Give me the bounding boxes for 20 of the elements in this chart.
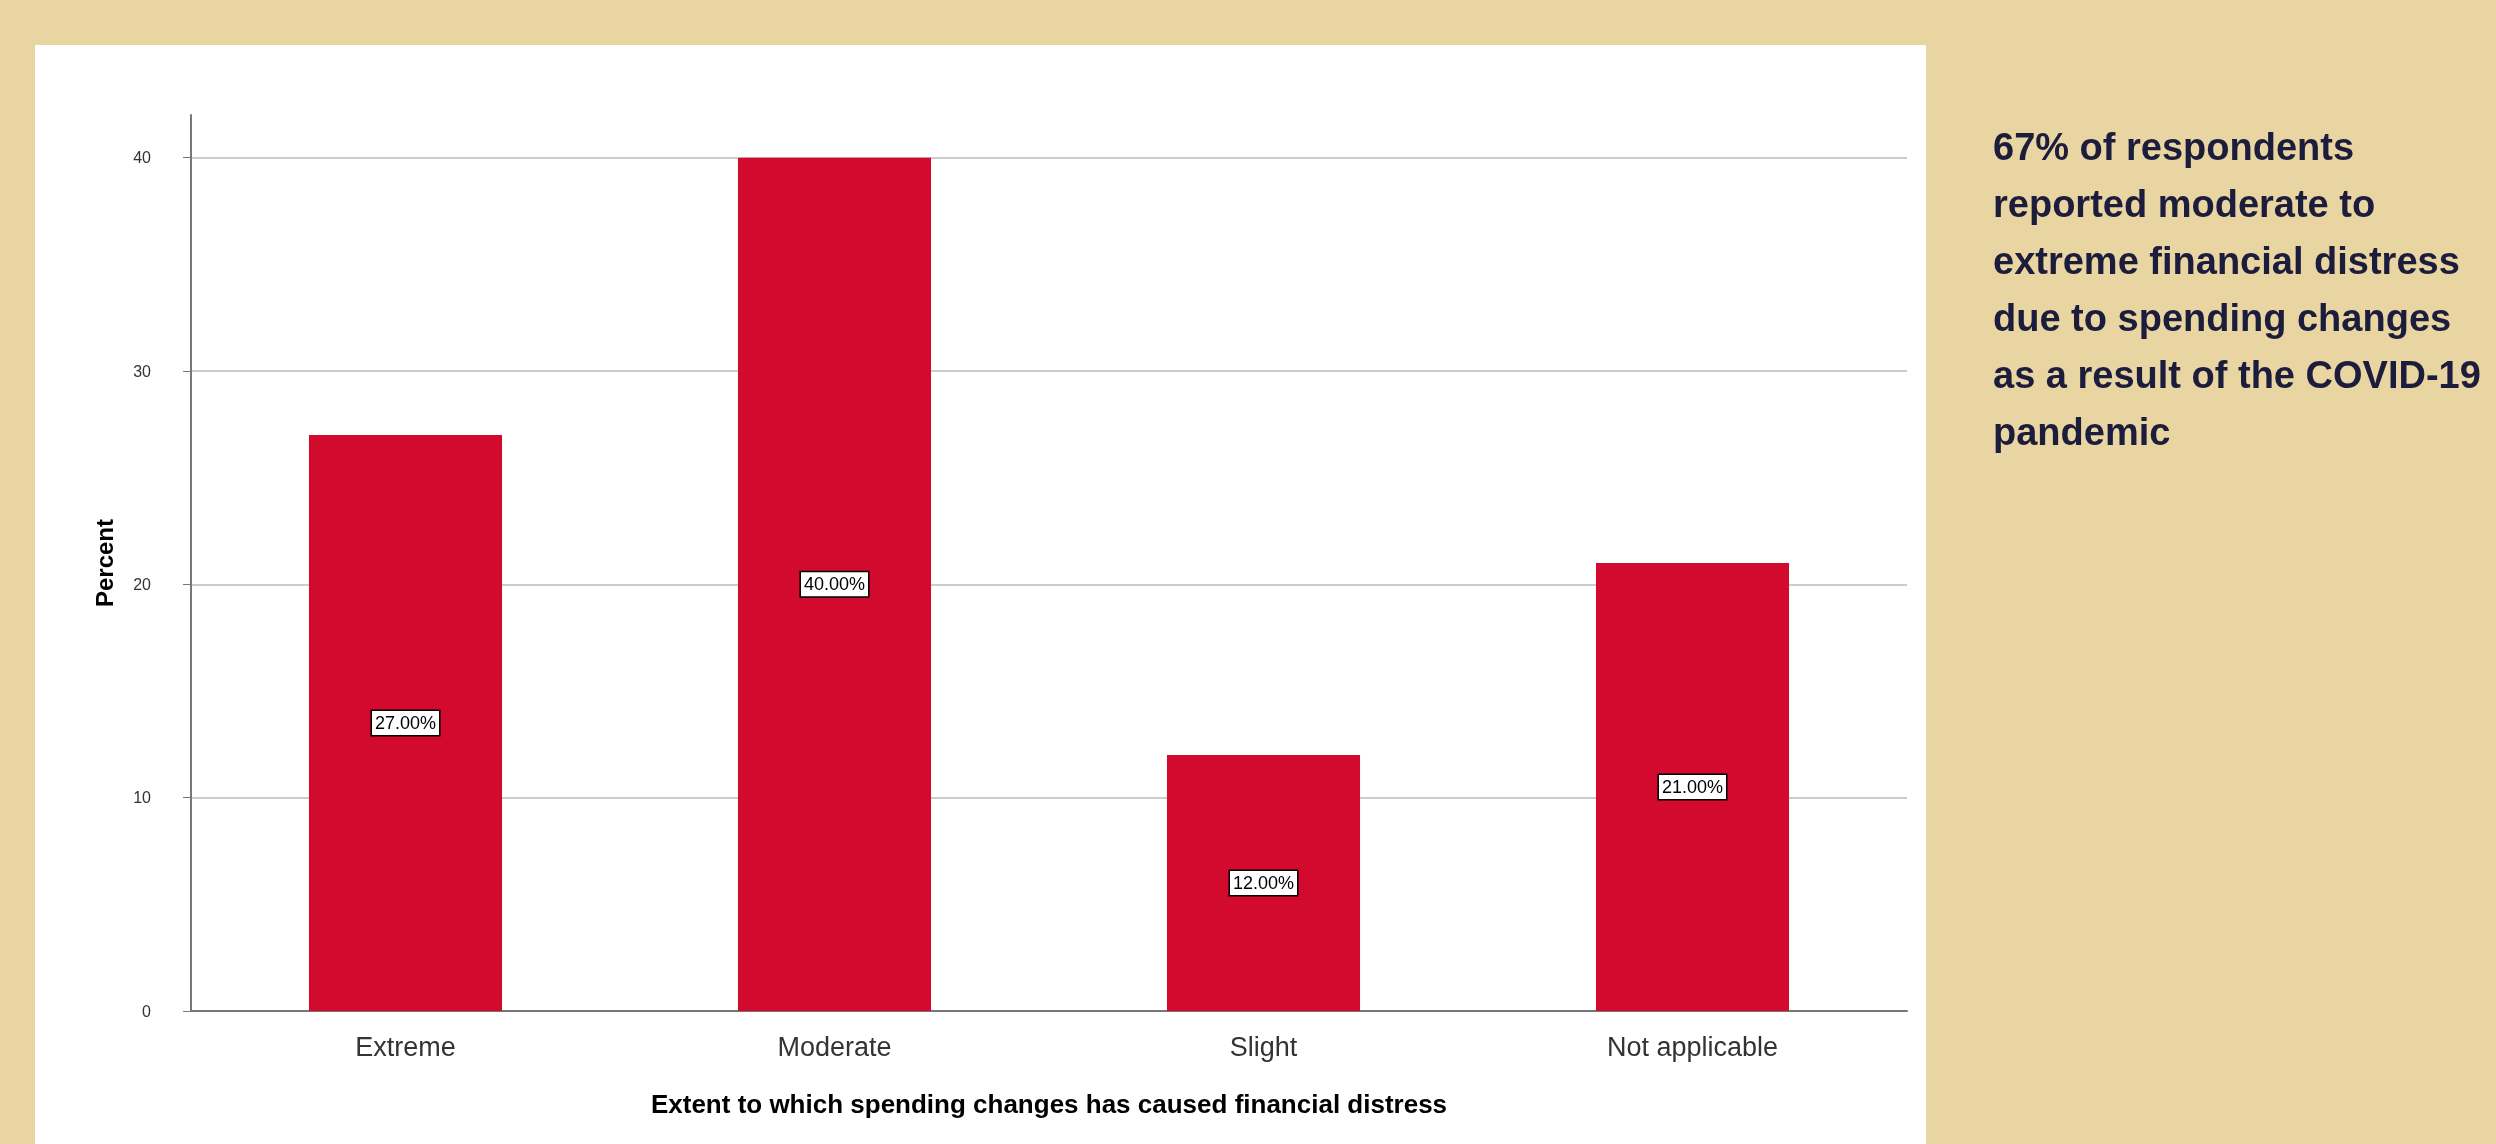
data-label: 21.00% [1661, 777, 1724, 797]
y-tick-label: 10 [133, 789, 152, 807]
x-tick-label: Moderate [777, 1031, 892, 1062]
x-tick-label: Extreme [355, 1031, 456, 1062]
data-label: 12.00% [1232, 873, 1295, 893]
x-axis-title: Extent to which spending changes has caused financial distress [650, 1089, 1448, 1119]
text: 67% of respondents reported moderate to extreme financial distress due to spending changes as a result of the COVID-19 pandemic [1993, 125, 2492, 453]
bar [1166, 755, 1361, 1011]
data-label: 40.00% [803, 574, 866, 595]
y-tick-label: 0 [142, 1002, 152, 1020]
y-axis-title: Percent [90, 518, 118, 608]
y-tick-label: 20 [133, 575, 152, 593]
y-tick-label: 40 [133, 149, 152, 167]
data-label: 27.00% [374, 713, 437, 733]
x-tick-label: Slight [1229, 1031, 1298, 1062]
bar [308, 435, 503, 1011]
x-tick-label: Not applicable [1606, 1031, 1779, 1062]
bar [1595, 563, 1790, 1011]
y-tick-label: 30 [133, 362, 152, 380]
bar [737, 157, 932, 1011]
